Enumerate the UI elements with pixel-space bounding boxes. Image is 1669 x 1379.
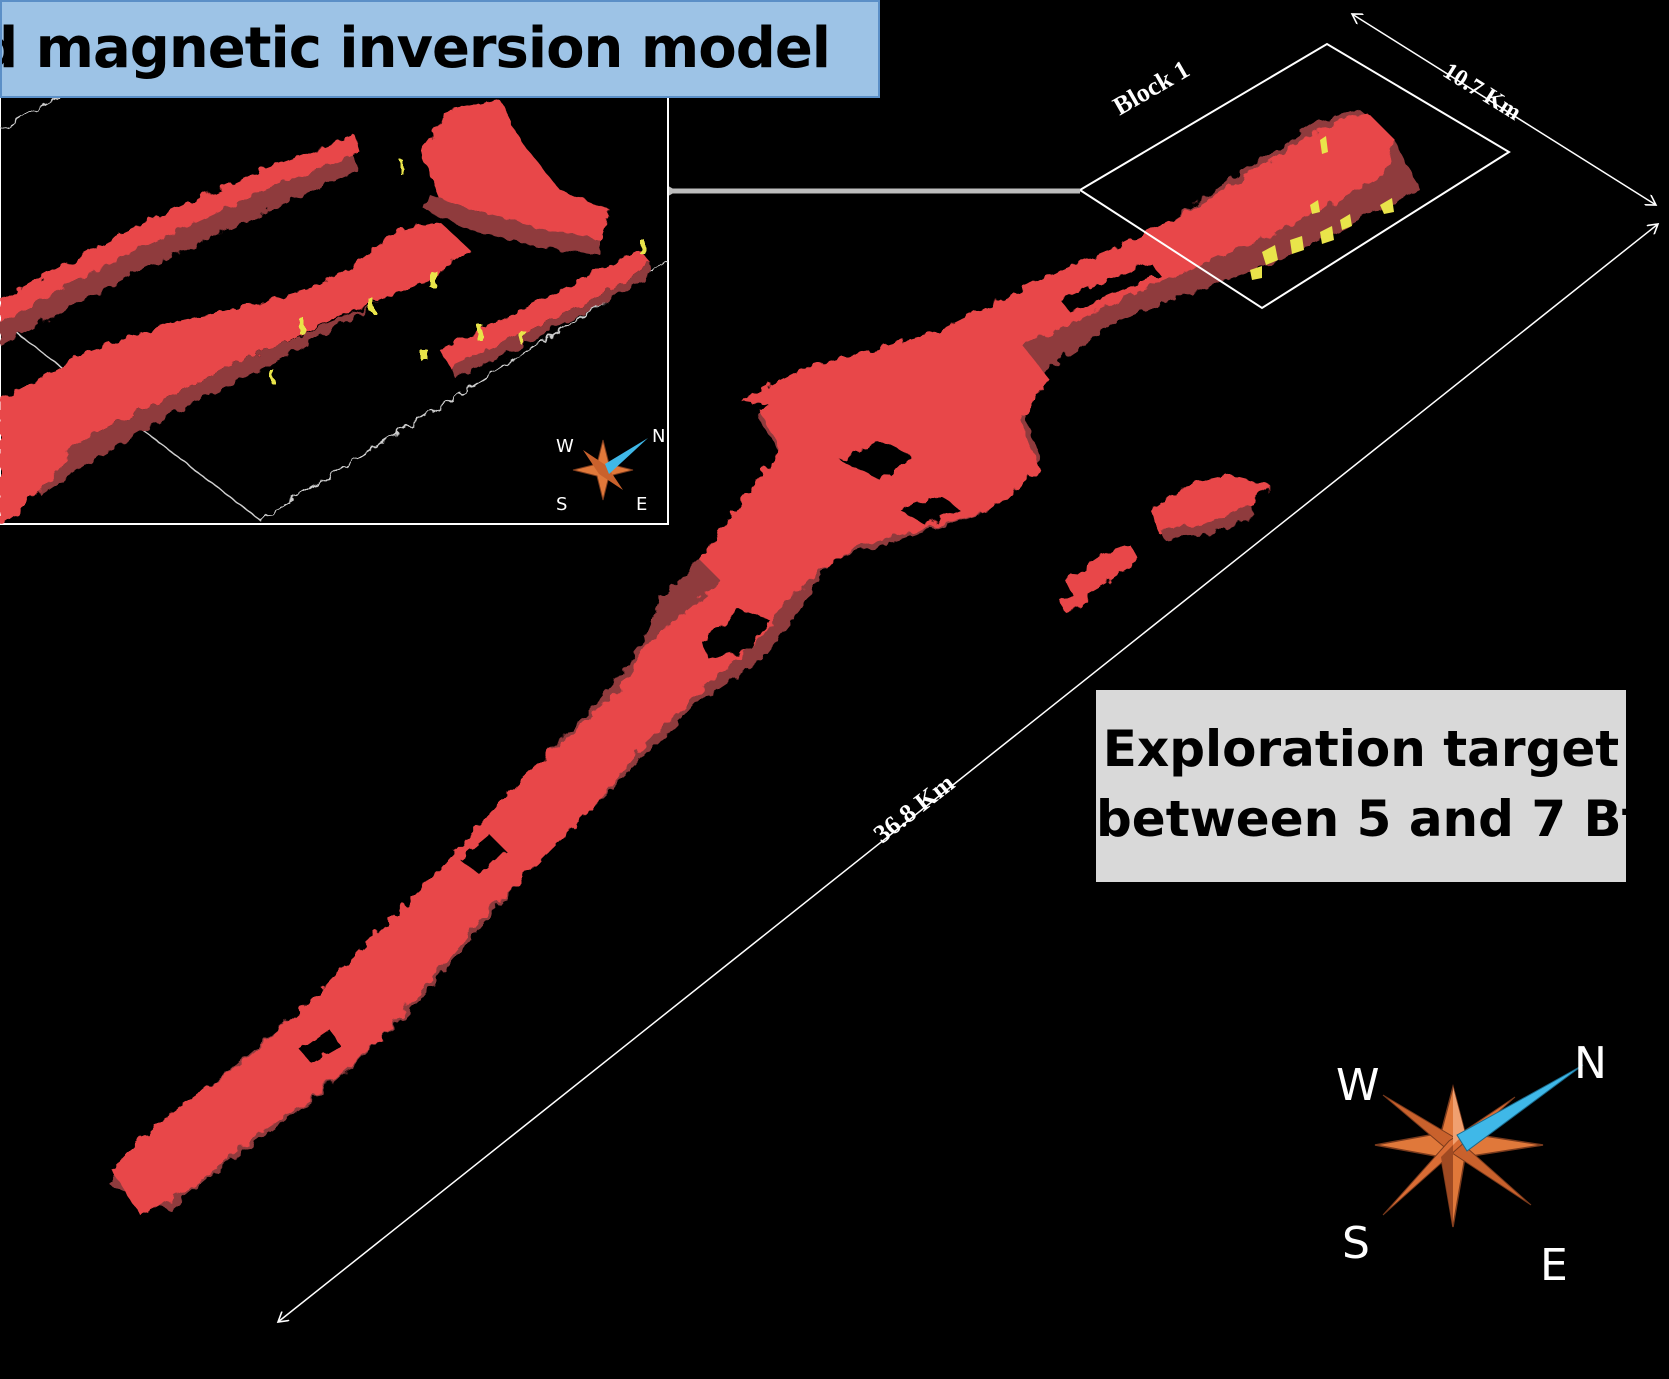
compass-east-label: E (1540, 1240, 1568, 1291)
compass-north-label: N (1574, 1038, 1607, 1089)
compass-rose (1375, 1065, 1583, 1227)
title-banner: ound magnetic inversion model (0, 0, 880, 98)
compass-west-label: W (1336, 1060, 1380, 1111)
inset-panel (0, 96, 668, 524)
inset-compass-north-label: N (652, 426, 665, 447)
exploration-target-line-2: between 5 and 7 Bt (1096, 784, 1626, 854)
page-title: ound magnetic inversion model (0, 16, 830, 81)
compass-south-label: S (1342, 1218, 1370, 1269)
exploration-target-line-1: Exploration target (1096, 714, 1626, 784)
inset-compass-east-label: E (636, 494, 647, 515)
inset-compass-south-label: S (556, 494, 567, 515)
exploration-target-box: Exploration target between 5 and 7 Bt (1096, 690, 1626, 882)
inset-compass-west-label: W (556, 436, 574, 457)
